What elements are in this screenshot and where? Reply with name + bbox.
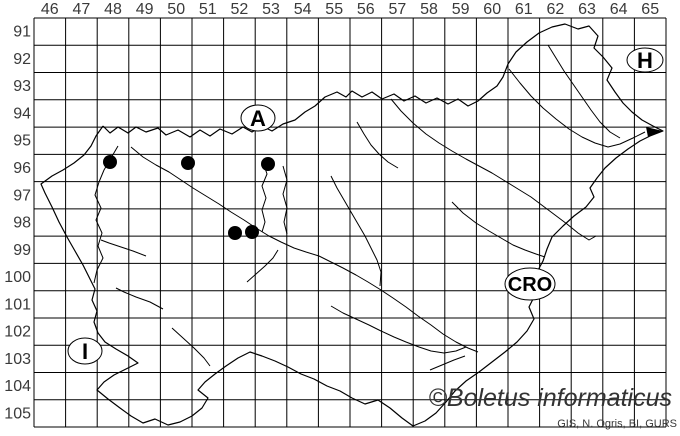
x-axis-tick-label: 60 bbox=[483, 1, 501, 18]
y-axis-tick-label: 91 bbox=[13, 24, 31, 41]
country-label-text: H bbox=[637, 48, 653, 73]
y-axis-tick-label: 105 bbox=[4, 405, 31, 422]
river-line bbox=[246, 249, 279, 283]
occurrence-dot bbox=[228, 226, 242, 240]
x-axis-tick-label: 61 bbox=[515, 1, 533, 18]
x-axis-tick-label: 46 bbox=[41, 1, 59, 18]
y-axis-tick-label: 99 bbox=[13, 242, 31, 259]
river-line bbox=[130, 146, 479, 353]
x-axis-tick-label: 65 bbox=[641, 1, 659, 18]
y-axis-tick-label: 98 bbox=[13, 215, 31, 232]
y-axis-tick-label: 94 bbox=[13, 105, 31, 122]
x-axis-tick-label: 49 bbox=[136, 1, 154, 18]
x-axis-tick-label: 58 bbox=[420, 1, 438, 18]
river-line bbox=[100, 239, 147, 257]
river-line bbox=[429, 355, 466, 371]
x-axis-tick-label: 54 bbox=[294, 1, 312, 18]
east-tip-marker bbox=[646, 127, 663, 137]
river-line bbox=[451, 201, 546, 258]
country-label-ellipse bbox=[240, 104, 276, 132]
country-label-text: A bbox=[250, 106, 266, 131]
country-label-text: CRO bbox=[508, 274, 552, 296]
occurrence-dot bbox=[245, 225, 259, 239]
occurrence-dot-layer bbox=[103, 155, 275, 240]
watermark-text: ©Boletus informaticus bbox=[428, 384, 672, 412]
river-line bbox=[330, 175, 382, 287]
river-line bbox=[508, 68, 646, 148]
river-line bbox=[115, 287, 164, 310]
river-line bbox=[93, 145, 119, 284]
country-label-ellipse bbox=[67, 337, 103, 365]
x-axis-tick-label: 55 bbox=[325, 1, 343, 18]
occurrence-dot bbox=[261, 157, 275, 171]
country-label-text: I bbox=[82, 339, 88, 364]
river-line bbox=[330, 305, 467, 354]
river-line bbox=[356, 121, 399, 169]
y-axis-tick-label: 93 bbox=[13, 78, 31, 95]
y-axis-tick-label: 101 bbox=[4, 296, 31, 313]
x-axis-tick-label: 48 bbox=[104, 1, 122, 18]
y-axis-tick-label: 92 bbox=[13, 51, 31, 68]
occurrence-dot bbox=[181, 156, 195, 170]
country-label-layer: A H CRO I bbox=[67, 47, 664, 365]
grid-layer bbox=[33, 17, 667, 428]
x-axis-tick-label: 63 bbox=[578, 1, 596, 18]
map-outline-layer bbox=[40, 23, 664, 427]
country-label-ellipse bbox=[504, 267, 556, 301]
x-axis-tick-label: 52 bbox=[231, 1, 249, 18]
occurrence-dot bbox=[103, 155, 117, 169]
x-axis-tick-label: 51 bbox=[199, 1, 217, 18]
x-axis-tick-label: 56 bbox=[357, 1, 375, 18]
x-axis-tick-label: 50 bbox=[167, 1, 185, 18]
x-axis-tick-label: 53 bbox=[262, 1, 280, 18]
axis-layer: 46 47 48 49 50 51 52 53 54 55 56 57 58 59 60 61 62 63 64 65… bbox=[4, 1, 659, 422]
x-axis-tick-label: 64 bbox=[610, 1, 628, 18]
country-label-ellipse bbox=[626, 47, 664, 73]
country-border-outline bbox=[40, 23, 664, 427]
y-axis-tick-label: 100 bbox=[4, 269, 31, 286]
x-axis-tick-label: 59 bbox=[452, 1, 470, 18]
river-line bbox=[390, 98, 597, 241]
y-axis-tick-label: 102 bbox=[4, 324, 31, 341]
river-line bbox=[282, 165, 288, 235]
y-axis-tick-label: 97 bbox=[13, 187, 31, 204]
river-line bbox=[547, 44, 621, 139]
y-axis-tick-label: 96 bbox=[13, 160, 31, 177]
x-axis-tick-label: 47 bbox=[73, 1, 91, 18]
y-axis-tick-label: 103 bbox=[4, 351, 31, 368]
river-line bbox=[261, 161, 268, 233]
x-axis-tick-label: 62 bbox=[547, 1, 565, 18]
y-axis-tick-label: 104 bbox=[4, 378, 31, 395]
attribution-text: GIS, N. Ogris, BI, GURS bbox=[557, 418, 677, 430]
x-axis-tick-label: 57 bbox=[389, 1, 407, 18]
river-line bbox=[171, 327, 211, 367]
y-axis-tick-label: 95 bbox=[13, 133, 31, 150]
